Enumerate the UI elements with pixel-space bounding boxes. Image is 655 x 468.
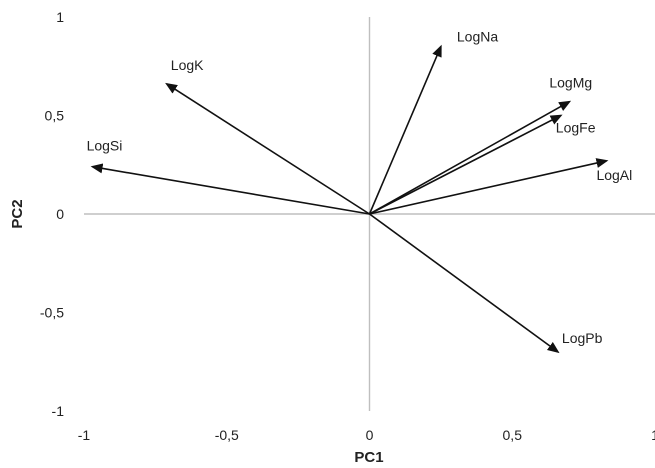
vector-logk bbox=[165, 82, 370, 215]
x-tick-label: 1 bbox=[651, 427, 655, 443]
x-tick-label: -0,5 bbox=[215, 427, 239, 443]
vector-label-logal: LogAl bbox=[596, 167, 632, 183]
vector-label-logna: LogNa bbox=[457, 29, 498, 45]
vector-logpb bbox=[369, 213, 560, 354]
x-tick-label: 0 bbox=[366, 427, 374, 443]
loading-vectors: LogNa LogMg LogFe LogAl LogK LogSi LogPb bbox=[87, 29, 632, 354]
vector-logna bbox=[368, 44, 442, 215]
y-tick-label: 0 bbox=[56, 206, 64, 222]
vector-label-logpb: LogPb bbox=[562, 330, 603, 346]
y-tick-label: -1 bbox=[52, 403, 65, 419]
y-tick-label: -0,5 bbox=[40, 305, 64, 321]
vector-label-logsi: LogSi bbox=[87, 138, 123, 154]
tick-labels: -1 -0,5 0 0,5 1 1 0,5 0 -0,5 -1 bbox=[40, 9, 655, 443]
y-tick-label: 1 bbox=[56, 9, 64, 25]
vector-logmg bbox=[369, 100, 572, 215]
vector-logal bbox=[369, 158, 609, 215]
vector-label-logk: LogK bbox=[171, 57, 204, 73]
vector-label-logmg: LogMg bbox=[549, 75, 592, 91]
x-axis-title: PC1 bbox=[354, 449, 383, 466]
x-tick-label: 0,5 bbox=[503, 427, 523, 443]
vector-logsi bbox=[90, 163, 370, 215]
x-tick-label: -1 bbox=[78, 427, 91, 443]
vector-label-logfe: LogFe bbox=[556, 120, 596, 136]
y-axis-title: PC2 bbox=[9, 199, 26, 228]
y-tick-label: 0,5 bbox=[45, 108, 65, 124]
vector-logfe bbox=[369, 114, 563, 215]
